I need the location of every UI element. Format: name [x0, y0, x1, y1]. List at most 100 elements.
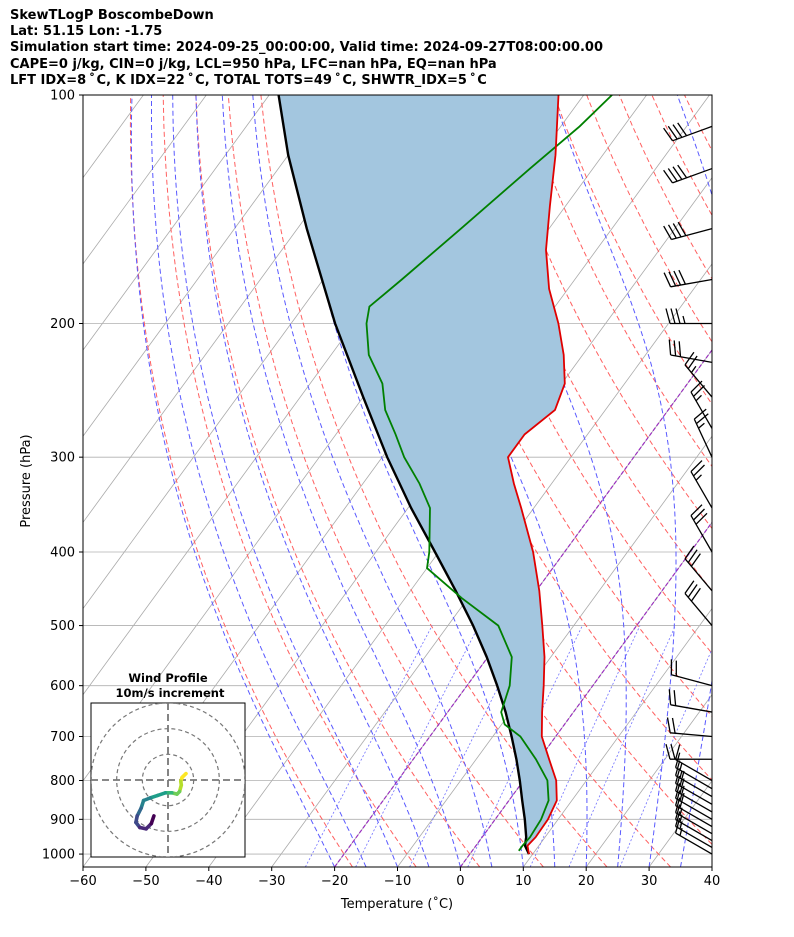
wind-barb-flag [690, 587, 701, 602]
dry-adiabat-line [717, 95, 794, 867]
x-tick-label: −10 [384, 874, 411, 889]
wind-barb-flag [668, 689, 672, 705]
wind-barb [690, 460, 713, 509]
axes: −60 −50 −40 −30 −20 −10 0 10 20 30 40 100 200 300 400 5… [42, 89, 720, 890]
wind-barb-half-flag [679, 762, 683, 771]
wind-barb-flag [679, 770, 685, 787]
wind-barb-flag [674, 768, 681, 784]
wind-barb-flag [672, 124, 683, 138]
wind-barb-flag [693, 508, 705, 521]
y-tick-label: 100 [50, 89, 75, 104]
x-tick-label: 0 [456, 874, 464, 889]
moist-adiabat-line [711, 864, 712, 867]
isotherm-line [83, 95, 333, 437]
wind-barb-flag [665, 308, 671, 324]
moist-adiabat-line [459, 95, 627, 867]
wind-barb-flag [663, 225, 672, 240]
wind-barb-staff [675, 805, 713, 828]
y-tick-label: 900 [50, 813, 75, 828]
wind-barb-staff [675, 832, 713, 855]
y-tick-label: 200 [50, 317, 75, 332]
wind-barb-flag [677, 122, 688, 137]
chart-title-block: SkewTLogP BoscombeDown Lat: 51.15 Lon: -… [10, 8, 603, 89]
wind-barb-staff [690, 471, 713, 509]
wind-barb [663, 164, 713, 184]
dry-adiabat-line [586, 95, 712, 343]
wind-barb-staff [670, 354, 713, 363]
wind-barb [668, 689, 713, 713]
x-tick-label: 20 [578, 874, 595, 889]
moist-adiabat-line [130, 95, 336, 867]
dry-adiabat-line [521, 95, 712, 468]
wind-barbs [663, 122, 713, 855]
moist-adiabat-line [195, 95, 430, 867]
wind-barb [690, 504, 713, 553]
mixing-ratio-line [568, 625, 676, 867]
y-tick-label: 500 [50, 619, 75, 634]
wind-barb [674, 768, 713, 805]
wind-barb-flag [693, 385, 705, 397]
wind-barb-staff [675, 819, 713, 842]
mixing-ratio-line [619, 648, 712, 867]
y-tick-label: 600 [50, 679, 75, 694]
wind-barb [670, 659, 713, 687]
isotherm-line [271, 263, 712, 867]
wind-barb-flag [674, 817, 681, 834]
wind-barb-staff [671, 674, 713, 687]
dry-adiabat-line [162, 95, 417, 867]
wind-barb [663, 221, 713, 241]
wind-barb-staff [675, 758, 713, 782]
wind-barb-flag [668, 339, 672, 356]
wind-barb-flag [695, 413, 709, 425]
wind-barb-staff [670, 732, 713, 738]
moist-adiabat-line [151, 95, 367, 867]
wind-barb [684, 351, 713, 398]
wind-barb-flag [684, 580, 695, 594]
y-tick-label: 300 [50, 451, 75, 466]
wind-barb-flag [690, 460, 703, 473]
wind-barb [690, 380, 713, 429]
mixing-ratio-line [305, 625, 433, 867]
wind-barb [674, 775, 713, 813]
highlight-isotherm-line [334, 348, 712, 867]
wind-barb-staff [684, 364, 713, 398]
wind-barb-staff [671, 228, 713, 241]
wind-barb-flag [687, 549, 698, 563]
x-tick-label: 30 [641, 874, 658, 889]
profiles [277, 95, 613, 855]
wind-barb-staff [672, 125, 713, 142]
y-axis-label: Pressure (hPa) [19, 434, 34, 527]
isotherm-line [83, 95, 270, 351]
hodograph-trace-segment [149, 814, 156, 826]
wind-barb-half-flag [698, 422, 705, 429]
wind-barb-flag [674, 744, 681, 760]
wind-barb-half-flag [695, 474, 702, 481]
wind-barb-flag [670, 308, 676, 324]
wind-barb-flag [684, 545, 695, 560]
wind-barb-staff [675, 790, 713, 813]
wind-barb-flag [667, 168, 678, 182]
chart-title-line-2: Lat: 51.15 Lon: -1.75 [10, 24, 163, 40]
wind-barb-staff [675, 775, 713, 798]
wind-barb-half-flag [690, 365, 697, 373]
wind-barb-flag [673, 690, 677, 706]
wind-barb-flag [687, 584, 698, 598]
dewpoint-profile-line [365, 95, 613, 852]
wind-barb-flag [690, 553, 701, 567]
isotherm-line [83, 95, 207, 265]
wind-barb [684, 580, 713, 626]
x-tick-label: −50 [132, 874, 159, 889]
parcel-fill [278, 95, 565, 855]
highlight-isotherm-line [459, 521, 712, 867]
wind-barb-staff [684, 558, 713, 592]
wind-barb-staff [693, 418, 713, 458]
y-tick-label: 1000 [42, 848, 75, 863]
dry-adiabat-line [618, 95, 712, 280]
wind-barb-half-flag [695, 394, 702, 402]
wind-barb [663, 269, 713, 288]
dry-adiabat-line [684, 95, 712, 152]
y-tick-label: 400 [50, 546, 75, 561]
mixing-ratio-line [529, 625, 641, 867]
isotherm-line [711, 866, 712, 867]
wind-barb-staff [690, 515, 713, 553]
